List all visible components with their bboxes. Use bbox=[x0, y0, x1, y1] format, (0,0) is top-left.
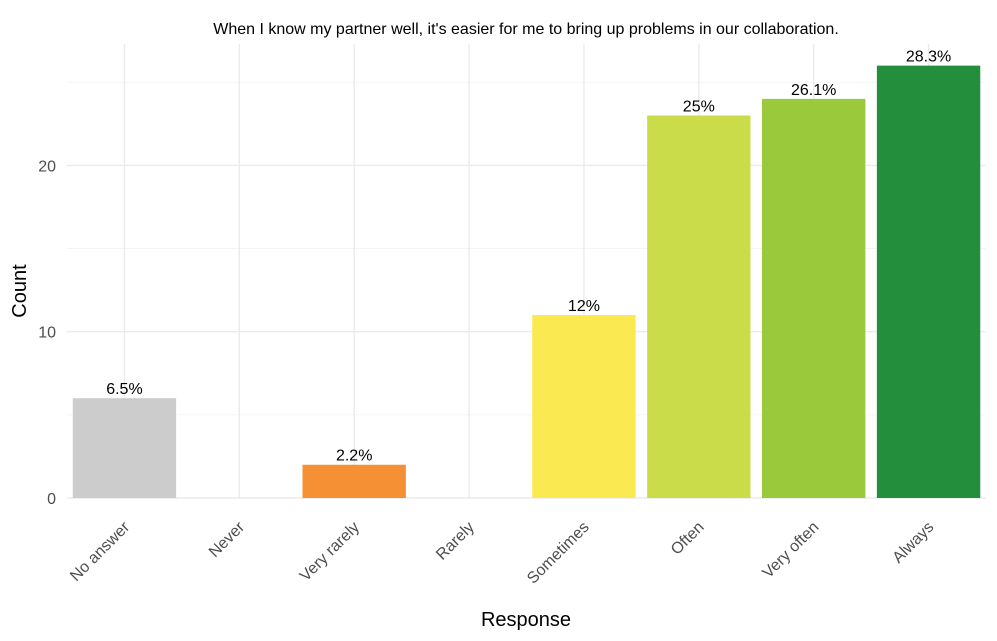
y-tick-label: 10 bbox=[38, 325, 56, 342]
bar bbox=[761, 98, 866, 498]
y-tick-label: 20 bbox=[38, 158, 56, 175]
y-axis-title: Count bbox=[9, 264, 31, 318]
data-label: 12% bbox=[568, 298, 600, 315]
x-tick-label: Never bbox=[206, 518, 249, 561]
y-tick-label: 0 bbox=[47, 491, 56, 508]
data-label: 28.3% bbox=[906, 49, 951, 66]
bar bbox=[72, 398, 177, 498]
y-axis-ticks: 0 10 20 bbox=[38, 158, 56, 508]
bar bbox=[876, 65, 981, 498]
x-tick-label: Always bbox=[890, 519, 938, 567]
data-labels: 6.5% 2.2% 12% 25% 26.1% 28.3% bbox=[106, 49, 951, 465]
x-tick-label: Very rarely bbox=[297, 519, 363, 585]
chart-title: When I know my partner well, it's easier… bbox=[213, 21, 839, 38]
x-tick-label: Rarely bbox=[433, 519, 478, 564]
x-tick-label: No answer bbox=[67, 518, 134, 585]
data-label: 25% bbox=[683, 99, 715, 116]
x-tick-label: Sometimes bbox=[524, 519, 593, 588]
data-label: 26.1% bbox=[791, 82, 836, 99]
bar bbox=[647, 115, 751, 498]
data-label: 6.5% bbox=[106, 381, 142, 398]
bars bbox=[72, 65, 981, 498]
data-label: 2.2% bbox=[336, 448, 372, 465]
x-tick-label: Very often bbox=[760, 519, 823, 582]
bar bbox=[532, 315, 636, 498]
bar bbox=[302, 464, 406, 498]
x-axis-title: Response bbox=[481, 609, 571, 631]
x-tick-label: Often bbox=[668, 519, 708, 559]
x-axis-ticks: No answer Never Very rarely Rarely Sometimes… bbox=[67, 518, 937, 587]
